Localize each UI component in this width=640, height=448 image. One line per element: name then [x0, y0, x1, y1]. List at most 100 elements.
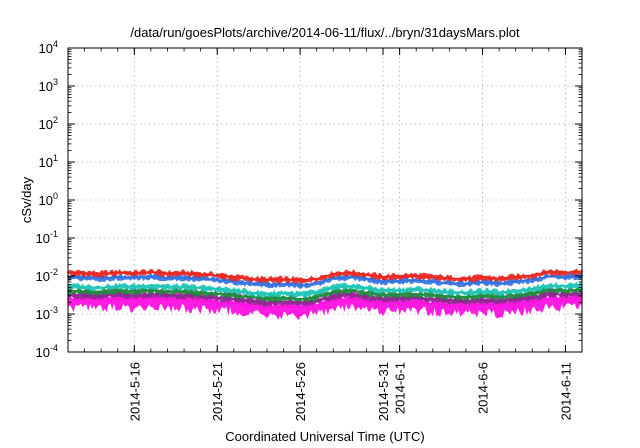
data-point [332, 290, 335, 293]
data-point [514, 275, 517, 278]
data-point [531, 287, 534, 290]
data-point [232, 275, 235, 278]
data-point [348, 275, 351, 278]
series-group [67, 281, 583, 299]
data-point [481, 276, 484, 279]
data-point [199, 295, 202, 298]
data-point [431, 297, 434, 300]
x-tick-label: 2014-6-1 [393, 362, 408, 414]
data-point [448, 277, 451, 280]
data-point [249, 300, 252, 302]
data-point [365, 277, 368, 280]
data-point [481, 290, 484, 293]
data-point [150, 289, 152, 291]
data-point [100, 291, 103, 293]
series-line [67, 297, 583, 308]
data-point [116, 275, 119, 278]
data-point [100, 299, 103, 302]
data-point [398, 289, 401, 291]
data-point [531, 296, 534, 299]
data-point [415, 301, 418, 304]
data-point [431, 289, 434, 292]
data-point [332, 299, 335, 302]
x-tick-label: 2014-5-21 [210, 362, 225, 421]
data-point [415, 292, 418, 295]
data-point [448, 299, 451, 302]
data-point [216, 287, 219, 290]
data-point [498, 291, 500, 294]
data-point [315, 282, 318, 285]
data-point [365, 291, 368, 294]
data-point [299, 293, 302, 296]
x-tick-label: 2014-5-31 [376, 362, 391, 421]
data-point [266, 278, 268, 281]
data-point [315, 304, 318, 307]
data-point [365, 295, 368, 298]
data-point [498, 304, 500, 307]
data-point [166, 298, 169, 301]
data-point [199, 277, 202, 280]
data-point [547, 284, 550, 286]
data-point [232, 297, 235, 300]
data-point [166, 285, 169, 288]
data-point [398, 279, 401, 282]
x-tick-label: 2014-5-26 [293, 362, 308, 421]
data-point [348, 289, 351, 292]
y-tick-label: 100 [39, 191, 58, 208]
data-point [199, 273, 202, 275]
data-point [547, 292, 550, 295]
data-point [365, 273, 368, 276]
data-point [315, 277, 318, 280]
series-line [67, 284, 583, 295]
data-point [415, 274, 418, 277]
x-axis-label: Coordinated Universal Time (UTC) [225, 429, 424, 444]
data-point [83, 285, 86, 288]
data-point [150, 297, 152, 300]
data-point [415, 288, 418, 291]
data-point [365, 300, 368, 302]
data-point [266, 306, 268, 309]
x-tick-label: 2014-5-16 [127, 362, 142, 421]
data-point [514, 302, 517, 305]
data-point [266, 297, 268, 300]
data-point [365, 286, 368, 289]
data-point [216, 274, 219, 277]
data-point [232, 289, 235, 292]
data-point [481, 303, 484, 306]
data-point [116, 289, 119, 292]
data-point [564, 289, 567, 292]
data-point [266, 283, 268, 286]
data-point [431, 275, 434, 278]
series-line [67, 275, 583, 286]
data-point [83, 298, 86, 301]
data-point [498, 296, 500, 298]
data-point [199, 300, 202, 302]
data-point [431, 280, 434, 283]
data-point [547, 288, 550, 291]
data-point [498, 277, 500, 280]
data-point [431, 293, 434, 296]
series-group [67, 287, 583, 321]
data-point [448, 295, 451, 298]
data-point [282, 278, 285, 281]
data-point [83, 294, 86, 297]
data-point [150, 271, 152, 273]
data-point [116, 293, 119, 296]
data-point [315, 296, 318, 298]
data-point [382, 297, 384, 300]
data-point [481, 298, 484, 301]
data-point [514, 280, 517, 283]
series-band [68, 287, 582, 321]
data-point [133, 276, 136, 279]
chart-title: /data/run/goesPlots/archive/2014-06-11/f… [130, 25, 520, 40]
data-point [531, 300, 534, 303]
data-point [216, 296, 219, 299]
data-point [183, 294, 185, 297]
data-point [382, 289, 384, 292]
data-point [166, 294, 169, 297]
data-point [448, 291, 451, 293]
data-point [398, 293, 401, 296]
x-axis: 2014-5-16 2014-5-21 2014-5-26 2014-5-31 2014… [67, 48, 583, 421]
series-line [67, 288, 583, 300]
